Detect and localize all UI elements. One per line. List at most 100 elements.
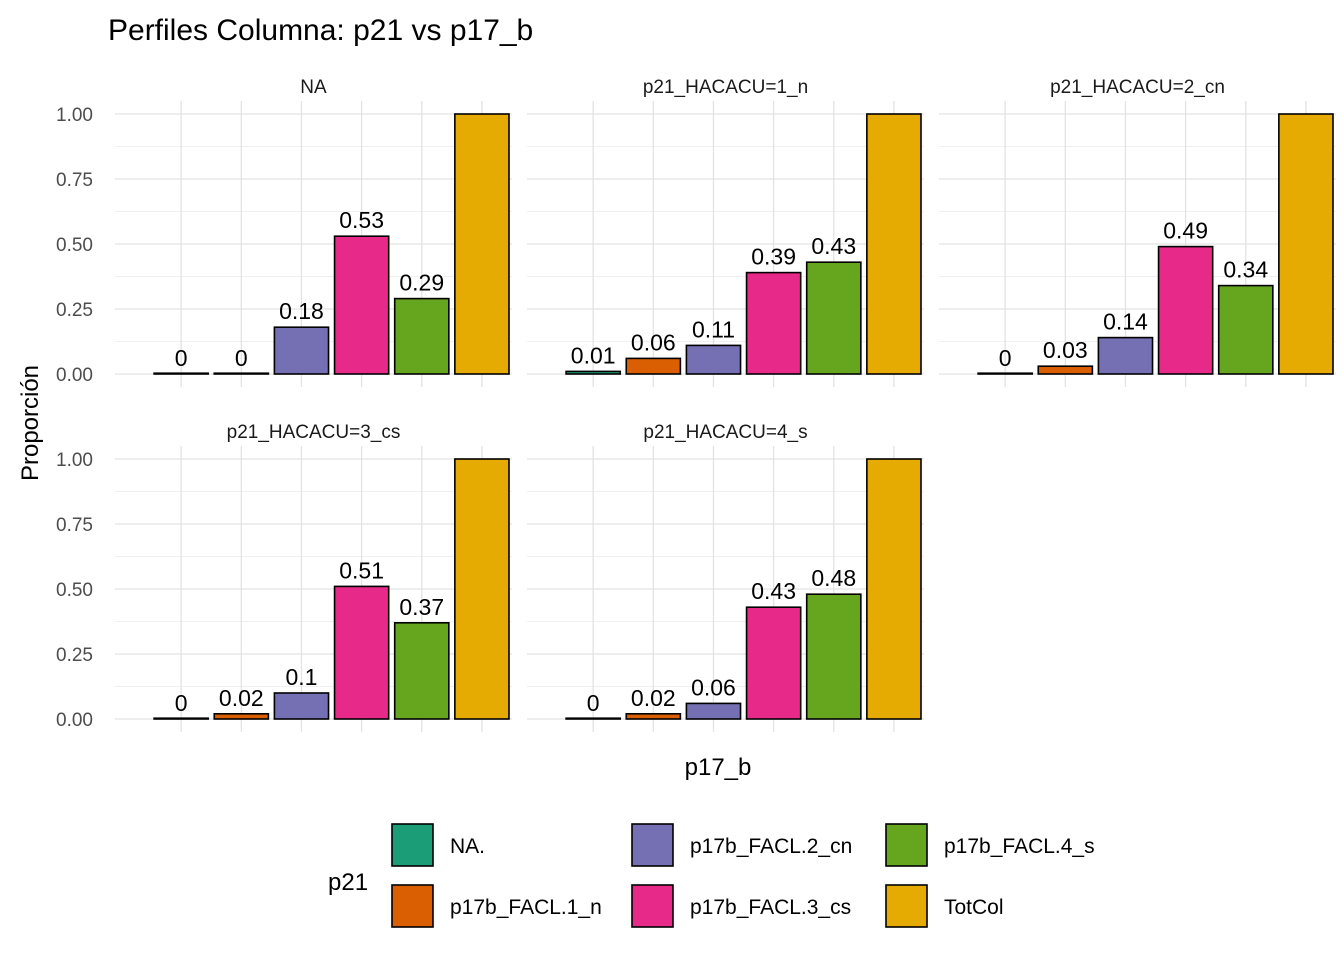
bar — [565, 370, 622, 375]
bar — [393, 297, 450, 375]
legend-item: p17b_FACL.2_cn — [631, 823, 852, 867]
bar — [565, 717, 622, 720]
bar — [685, 344, 742, 375]
facet-panel: p21_HACACU=4_s 0 0.02 0.06 0.43 0.48 — [527, 422, 924, 732]
data-label: 0 — [235, 345, 248, 371]
data-label: 0.06 — [691, 674, 736, 700]
data-label: 0.43 — [751, 578, 796, 604]
data-label: 0.18 — [279, 298, 324, 324]
facet-panels: NA 0.00 0.25 0.50 0.75 1.00 0 0 0.18 0.53 0.29 p21_… — [56, 77, 1336, 732]
y-tick-label: 0.25 — [56, 300, 93, 321]
data-label: 0.53 — [339, 207, 384, 233]
bar — [273, 692, 330, 720]
legend-swatch — [391, 823, 434, 867]
bar — [1157, 245, 1214, 375]
data-label: 0.49 — [1163, 218, 1208, 244]
bar — [977, 372, 1034, 375]
legend-item: p17b_FACL.4_s — [885, 823, 1095, 867]
y-tick-label: 0.00 — [56, 710, 93, 731]
data-label: 0.14 — [1103, 309, 1148, 335]
bar — [1217, 284, 1274, 375]
legend-swatch — [391, 884, 434, 928]
facet-panel: p21_HACACU=1_n 0.01 0.06 0.11 0.39 0.43 — [527, 77, 924, 387]
data-label: 0.48 — [811, 565, 856, 591]
data-label: 0.43 — [811, 233, 856, 259]
facet-panel: NA 0.00 0.25 0.50 0.75 1.00 0 0 0.18 0.53 0.29 — [56, 77, 512, 387]
bar — [454, 113, 510, 375]
y-tick-label: 0.50 — [56, 580, 93, 601]
bar — [273, 326, 330, 375]
bar — [745, 271, 802, 375]
legend-swatch — [885, 823, 928, 867]
facet-strip-label: p21_HACACU=2_cn — [1050, 77, 1225, 98]
bar — [153, 717, 210, 720]
bar — [1037, 365, 1094, 375]
bar — [153, 372, 210, 375]
data-label: 0 — [999, 345, 1012, 371]
y-axis-label: Proporción — [17, 365, 44, 481]
bar — [1278, 113, 1334, 375]
legend-item: p17b_FACL.3_cs — [631, 884, 851, 928]
bar — [745, 606, 802, 720]
facet-strip-label: NA — [300, 77, 327, 98]
legend-item: TotCol — [885, 884, 1004, 928]
data-label: 0.06 — [631, 329, 676, 355]
bar — [805, 261, 862, 375]
facet-strip-label: p21_HACACU=1_n — [643, 77, 808, 98]
legend-item: p17b_FACL.1_n — [391, 884, 602, 928]
legend-item-label: p17b_FACL.3_cs — [690, 896, 851, 919]
legend-item-label: TotCol — [944, 896, 1004, 919]
bar — [866, 458, 922, 720]
facet-strip-label: p21_HACACU=4_s — [643, 422, 807, 443]
facet-panel: p21_HACACU=3_cs 0.00 0.25 0.50 0.75 1.00 0 0.02… — [56, 422, 512, 732]
legend-item-label: NA. — [450, 835, 485, 858]
bar — [213, 712, 270, 720]
bar — [213, 372, 270, 375]
x-axis-label: p17_b — [685, 754, 752, 781]
legend: p21 NA. p17b_FACL.1_n p17b_FACL.2_cn p17b_F… — [328, 823, 1095, 928]
data-label: 0.11 — [692, 316, 735, 342]
bar — [625, 712, 682, 720]
data-label: 0.01 — [571, 342, 616, 368]
y-tick-label: 0.25 — [56, 645, 93, 666]
legend-item-label: p17b_FACL.4_s — [944, 835, 1095, 858]
bar — [805, 593, 862, 720]
y-tick-label: 0.50 — [56, 235, 93, 256]
y-tick-label: 0.75 — [56, 515, 93, 536]
y-tick-label: 1.00 — [56, 105, 93, 126]
data-label: 0.02 — [219, 685, 264, 711]
legend-item-label: p17b_FACL.1_n — [450, 896, 602, 919]
data-label: 0 — [587, 690, 600, 716]
data-label: 0.29 — [399, 270, 444, 296]
y-tick-label: 1.00 — [56, 450, 93, 471]
bar — [685, 702, 742, 720]
data-label: 0.02 — [631, 685, 676, 711]
facet-strip-label: p21_HACACU=3_cs — [227, 422, 401, 443]
bar — [454, 458, 510, 720]
data-label: 0.39 — [751, 244, 796, 270]
legend-title: p21 — [328, 869, 368, 896]
legend-swatch — [631, 823, 674, 867]
data-label: 0.37 — [399, 594, 444, 620]
bar — [333, 235, 390, 375]
bar — [333, 585, 390, 720]
bar — [625, 357, 682, 375]
chart-title: Perfiles Columna: p21 vs p17_b — [108, 14, 533, 47]
bar — [1097, 336, 1154, 375]
facet-panel: p21_HACACU=2_cn 0 0.03 0.14 0.49 0.34 — [939, 77, 1336, 387]
legend-item: NA. — [391, 823, 485, 867]
data-label: 0.51 — [339, 557, 384, 583]
data-label: 0 — [175, 345, 188, 371]
bar — [393, 621, 450, 720]
y-tick-label: 0.75 — [56, 170, 93, 191]
legend-swatch — [885, 884, 928, 928]
data-label: 0.1 — [285, 664, 317, 690]
y-tick-label: 0.00 — [56, 365, 93, 386]
data-label: 0 — [175, 690, 188, 716]
legend-swatch — [631, 884, 674, 928]
data-label: 0.03 — [1043, 337, 1088, 363]
bar — [866, 113, 922, 375]
data-label: 0.34 — [1223, 257, 1268, 283]
legend-item-label: p17b_FACL.2_cn — [690, 835, 852, 858]
